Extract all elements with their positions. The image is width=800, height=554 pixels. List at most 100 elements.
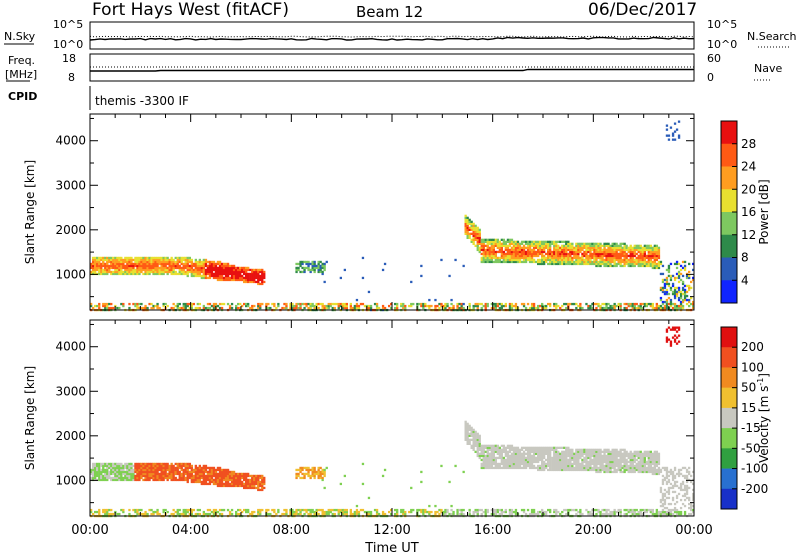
data-cell — [116, 272, 119, 276]
data-cell — [619, 512, 622, 516]
data-cell — [170, 264, 173, 268]
data-cell — [110, 508, 113, 512]
data-cell — [150, 258, 153, 262]
data-cell — [555, 466, 558, 470]
data-cell — [569, 248, 572, 252]
data-cell — [567, 246, 570, 249]
data-cell — [237, 306, 240, 310]
data-cell — [504, 448, 508, 451]
data-cell — [388, 510, 391, 514]
data-cell — [168, 258, 171, 262]
data-cell — [220, 268, 224, 272]
data-cell — [681, 304, 685, 308]
data-cell — [198, 306, 202, 310]
data-cell — [136, 272, 139, 276]
data-cell — [623, 450, 626, 453]
data-cell — [208, 466, 212, 470]
data-cell — [681, 282, 685, 286]
data-cell — [424, 302, 427, 306]
data-cell — [585, 256, 588, 260]
data-cell — [607, 460, 610, 464]
data-cell — [490, 240, 494, 243]
data-cell — [106, 268, 109, 272]
data-cell — [605, 456, 608, 460]
data-cell — [496, 240, 500, 243]
data-cell — [228, 306, 232, 310]
data-cell — [178, 474, 181, 478]
data-cell — [589, 242, 592, 245]
data-cell — [543, 306, 546, 310]
data-cell — [357, 512, 361, 516]
data-cell — [605, 460, 608, 464]
data-cell — [541, 258, 544, 262]
data-cell — [446, 508, 449, 512]
data-cell — [504, 248, 508, 252]
data-cell — [659, 296, 663, 300]
data-cell — [601, 256, 604, 260]
data-cell — [557, 450, 560, 453]
data-cell — [333, 306, 336, 310]
data-cell — [100, 262, 103, 266]
data-cell — [502, 450, 506, 453]
data-cell — [160, 264, 163, 268]
data-cell — [591, 454, 594, 458]
data-cell — [585, 464, 588, 468]
data-cell — [563, 244, 566, 247]
data-cell — [390, 302, 393, 306]
data-cell — [522, 250, 526, 254]
data-cell — [597, 454, 600, 458]
data-cell — [685, 302, 689, 306]
data-cell — [541, 250, 544, 254]
data-cell — [685, 274, 689, 278]
data-cell — [204, 306, 208, 310]
data-cell — [134, 464, 137, 468]
data-cell — [277, 302, 280, 306]
data-cell — [597, 250, 600, 254]
data-cell — [563, 262, 566, 266]
data-cell — [224, 270, 228, 274]
data-cell — [122, 466, 125, 470]
data-cell — [130, 474, 133, 478]
data-cell — [480, 248, 483, 252]
data-cell — [92, 512, 95, 516]
data-cell — [524, 246, 528, 249]
data-cell — [476, 244, 479, 247]
data-cell — [567, 508, 570, 512]
data-cell — [510, 448, 514, 451]
data-cell — [547, 250, 550, 254]
data-cell — [176, 464, 179, 468]
data-cell — [162, 468, 165, 472]
data-cell — [599, 452, 602, 455]
data-cell — [311, 268, 314, 272]
data-cell — [649, 252, 653, 256]
data-cell — [530, 462, 534, 466]
data-cell — [677, 262, 681, 266]
data-cell — [168, 270, 171, 274]
data-cell — [146, 512, 149, 516]
data-cell — [315, 508, 318, 512]
data-cell — [470, 228, 473, 231]
data-cell — [249, 306, 252, 310]
data-cell — [196, 264, 200, 268]
data-cell — [230, 470, 234, 474]
data-cell — [545, 458, 548, 462]
data-cell — [571, 450, 574, 453]
data-cell — [152, 268, 155, 272]
data-cell — [623, 302, 626, 306]
data-cell — [291, 304, 294, 308]
data-cell — [543, 462, 546, 466]
data-cell — [249, 280, 252, 284]
data-cell — [94, 256, 97, 260]
data-cell — [581, 452, 584, 455]
data-cell — [476, 226, 479, 229]
data-cell — [569, 462, 572, 466]
data-cell — [134, 468, 137, 472]
data-cell — [261, 480, 264, 484]
data-cell — [138, 472, 141, 476]
data-cell — [621, 252, 624, 256]
data-cell — [653, 250, 657, 254]
data-cell — [645, 244, 649, 247]
data-cell — [226, 484, 230, 488]
data-cell — [476, 508, 479, 512]
data-cell — [116, 472, 119, 476]
